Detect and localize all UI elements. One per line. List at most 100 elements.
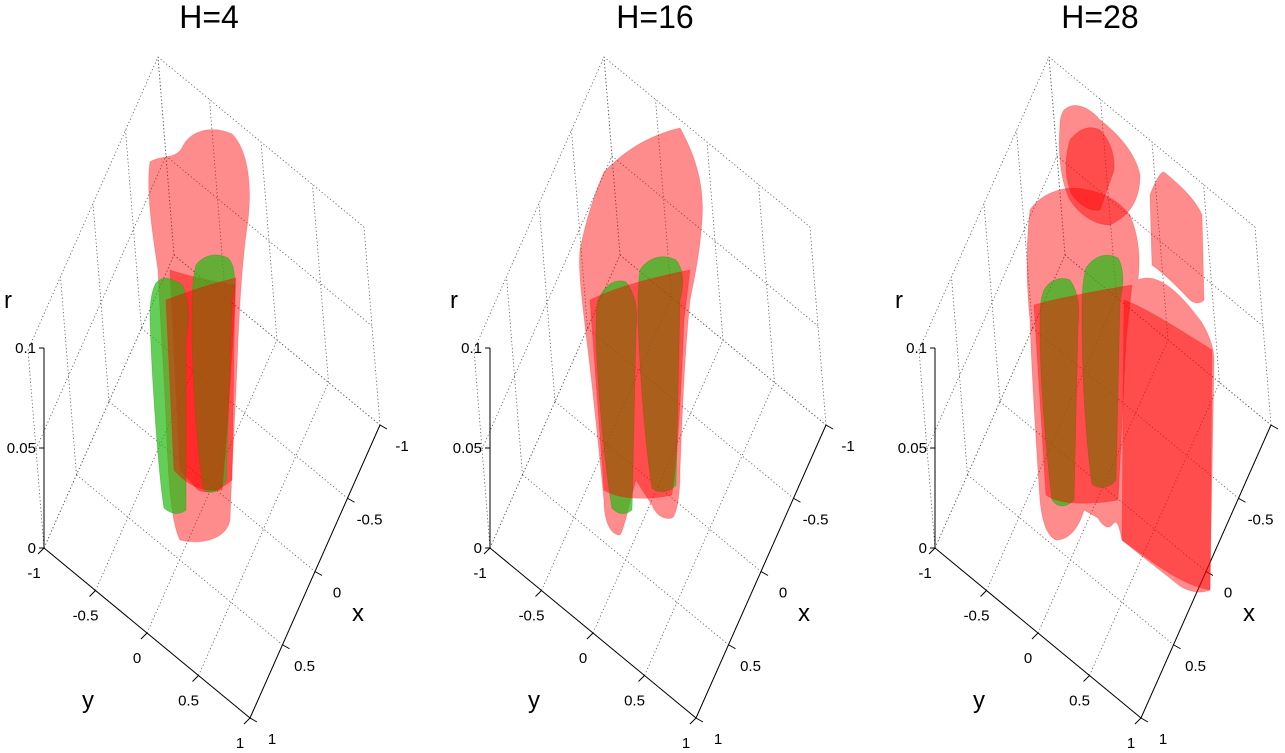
y-tick <box>689 717 697 725</box>
y-tick-label: 1 <box>236 735 244 752</box>
x-tick <box>1205 571 1214 576</box>
y-axis-label: y <box>973 687 985 714</box>
z-tick-label: 0.1 <box>461 340 482 357</box>
wall-grid-line <box>27 349 45 549</box>
z-tick-label: 0.05 <box>7 440 36 457</box>
green-isosurface-right <box>1081 254 1124 488</box>
z-tick-label: 0.1 <box>906 340 927 357</box>
wall-grid-line <box>538 203 556 402</box>
floor-grid-line <box>1037 339 1169 634</box>
y-tick-label: 1 <box>682 735 690 752</box>
wall-grid-line <box>918 56 1256 351</box>
z-tick-label: 0.1 <box>15 340 36 357</box>
axis-text: 0 0.05 0.1 -1 -0.5 0 0.5 1 -1 -0.5 0 0.5 1 r y x H=16 <box>450 0 855 752</box>
floor-grid-line <box>198 382 329 676</box>
y-tick <box>586 632 594 640</box>
y-tick-label: 0 <box>1024 650 1032 667</box>
wall-grid-line <box>809 226 827 426</box>
wall-grid-line <box>1203 184 1220 383</box>
z-tick-label: 0 <box>919 540 927 557</box>
y-tick-label: 0.5 <box>178 693 199 710</box>
wall-grid-line <box>571 130 588 329</box>
x-axis-label: x <box>352 600 364 627</box>
z-tick-label: 0.05 <box>898 440 927 457</box>
wall-grid-line <box>157 56 175 256</box>
wall-grid-line <box>27 56 365 351</box>
floor-grid-line <box>522 474 729 646</box>
wall-grid-line <box>1151 141 1169 341</box>
y-tick <box>1134 717 1142 725</box>
y-tick <box>140 632 148 640</box>
x-tick-label: -0.5 <box>803 511 829 528</box>
x-tick <box>825 424 834 430</box>
x-tick <box>695 717 704 723</box>
wall-grid-line <box>706 141 724 341</box>
x-axis-label: x <box>1243 600 1255 627</box>
y-tick <box>243 717 251 725</box>
subplot-title: H=16 <box>616 0 693 35</box>
red-overlay <box>589 269 691 499</box>
x-tick <box>760 571 769 576</box>
y-tick-label: 0 <box>579 650 587 667</box>
green-isosurface-right <box>637 256 684 492</box>
wall-grid-line <box>1048 56 1066 256</box>
floor-grid-line <box>1089 382 1220 676</box>
x-tick-label: -1 <box>395 438 408 455</box>
x-tick <box>379 424 388 430</box>
x-tick <box>282 644 290 650</box>
wall-grid-line <box>983 203 1001 402</box>
z-axis-label: r <box>895 287 903 314</box>
z-tick-label: 0 <box>474 540 482 557</box>
wall-grid-line <box>758 184 775 383</box>
x-tick <box>1173 644 1181 650</box>
floor-grid-line <box>592 339 724 634</box>
y-tick-label: -0.5 <box>964 608 990 625</box>
y-tick-label: 0 <box>133 650 141 667</box>
x-tick-label: 0.5 <box>740 658 761 675</box>
x-tick-label: 0 <box>333 585 341 602</box>
wall-grid-line <box>312 184 329 383</box>
y-tick <box>37 547 45 555</box>
x-tick-label: 1 <box>1159 731 1167 748</box>
wall-grid-line <box>603 56 621 256</box>
x-tick <box>728 644 736 650</box>
red-overlay <box>165 277 237 491</box>
floor-grid-line <box>587 327 794 499</box>
wall-grid-line <box>934 254 1272 549</box>
y-tick <box>192 675 199 682</box>
y-tick <box>535 590 542 597</box>
z-tick-label: 0 <box>28 540 36 557</box>
x-tick <box>347 497 355 503</box>
red-isosurface-right-upper <box>1149 171 1205 304</box>
z-axis-label: r <box>4 287 12 314</box>
x-tick-label: 0 <box>779 585 787 602</box>
subplot-title: H=28 <box>1061 0 1138 35</box>
x-tick-label: 0.5 <box>1185 658 1206 675</box>
red-isosurface-slab <box>1121 299 1213 591</box>
x-tick-label: -0.5 <box>357 511 383 528</box>
green-isosurface-left <box>1039 278 1080 507</box>
wall-grid-line <box>473 56 811 351</box>
x-tick <box>793 497 801 503</box>
y-tick <box>1083 675 1090 682</box>
x-tick <box>1238 497 1246 503</box>
wall-grid-line <box>363 226 381 426</box>
floor-grid-line <box>146 339 278 634</box>
red-isosurface-top-inner <box>1065 127 1115 211</box>
floor-grid-line <box>76 474 283 646</box>
wall-grid-line <box>1016 130 1033 329</box>
floor-grid-line <box>1032 327 1239 499</box>
isosurfaces <box>579 127 703 536</box>
wall-grid-line <box>260 141 278 341</box>
subplot-h4: 0 0.05 0.1 -1 -0.5 0 0.5 1 -1 -0.5 0 0.5 1 r y x H=4 <box>4 0 409 752</box>
x-tick-label: -1 <box>841 438 854 455</box>
x-tick-label: 0.5 <box>294 658 315 675</box>
wall-grid-line <box>951 276 968 475</box>
x-tick-label: -0.5 <box>1248 511 1274 528</box>
y-tick-label: -1 <box>918 565 931 582</box>
wall-grid-line <box>506 276 523 475</box>
y-tick <box>928 547 936 555</box>
x-tick <box>1140 717 1149 723</box>
